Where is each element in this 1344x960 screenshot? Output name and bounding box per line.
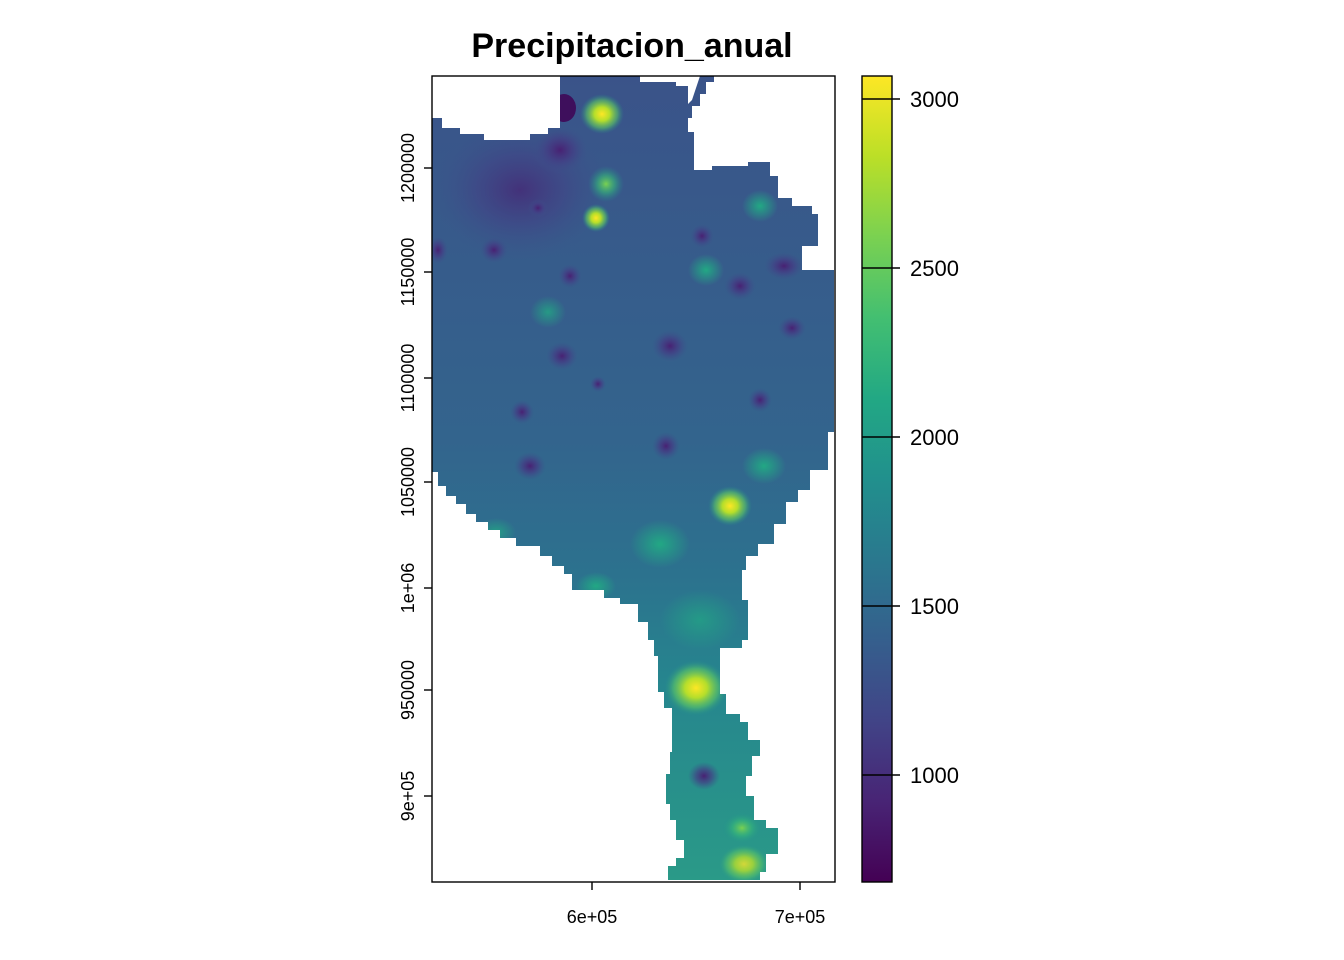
legend-label: 2000 [910, 425, 959, 450]
legend: 1000 1500 2000 2500 3000 [861, 75, 959, 883]
legend-label: 3000 [910, 87, 959, 112]
legend-label: 2500 [910, 256, 959, 281]
legend-label: 1000 [910, 763, 959, 788]
y-tick-label: 1050000 [398, 447, 418, 517]
plot-frame [431, 75, 836, 883]
legend-label: 1500 [910, 594, 959, 619]
y-tick-label: 1e+06 [398, 563, 418, 614]
legend-colorbar [861, 75, 893, 883]
y-tick-label: 950000 [398, 660, 418, 720]
y-tick-label: 1200000 [398, 133, 418, 203]
x-tick-label: 7e+05 [775, 907, 826, 927]
y-tick-label: 9e+05 [398, 771, 418, 822]
y-tick-label: 1100000 [398, 344, 418, 413]
x-axis [591, 882, 801, 890]
map-title: Precipitacion_anual [471, 27, 792, 65]
legend-ticks [862, 98, 900, 776]
y-tick-label: 1150000 [398, 238, 418, 307]
y-axis [424, 167, 432, 797]
precipitation-raster [432, 76, 834, 880]
x-tick-label: 6e+05 [567, 907, 618, 927]
